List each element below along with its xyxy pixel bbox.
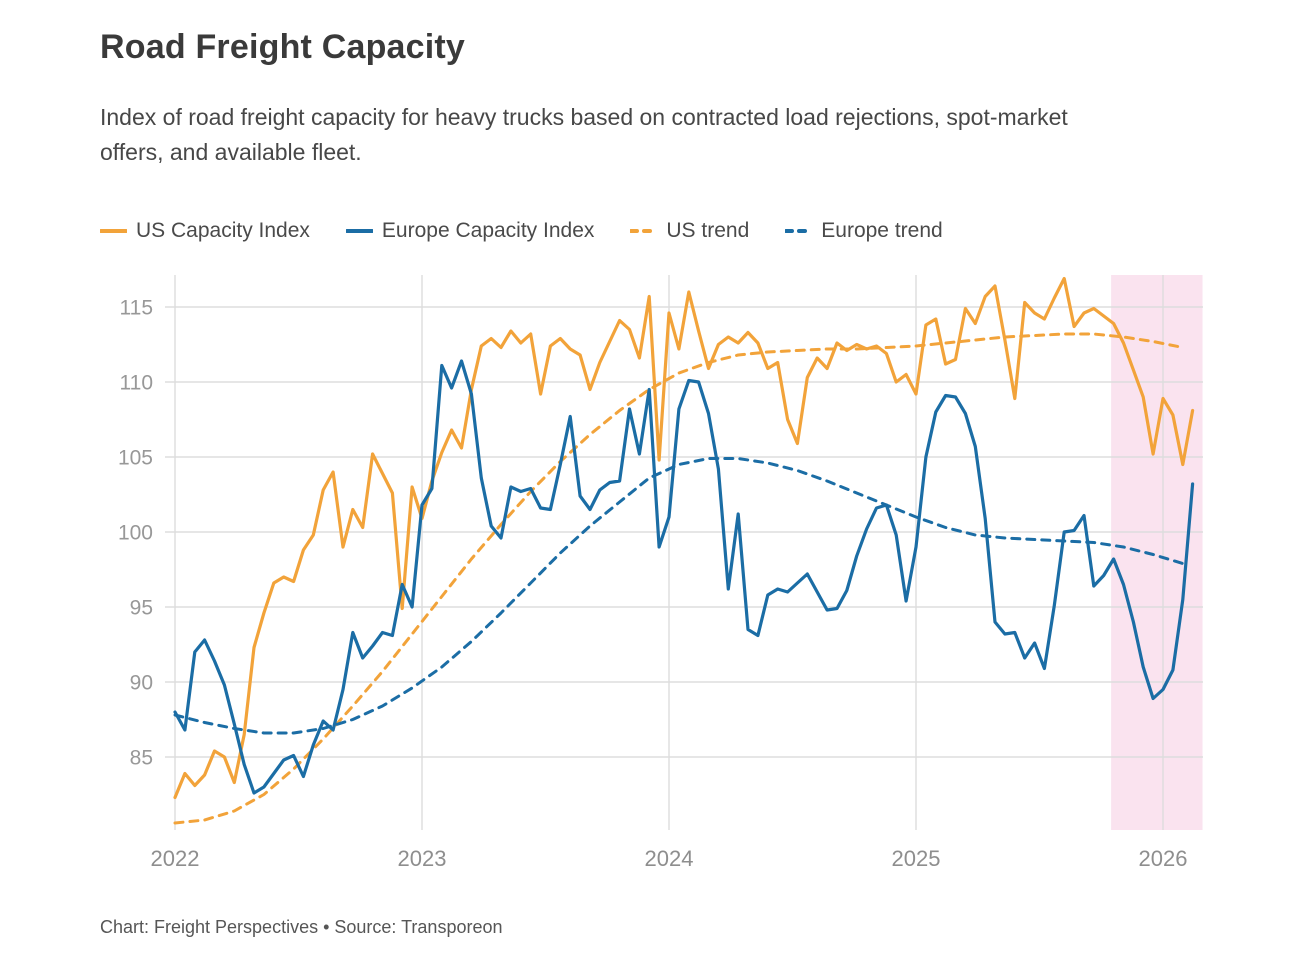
series-line-europe-capacity-index — [173, 359, 1195, 795]
x-axis-tick-label: 2022 — [151, 846, 200, 871]
y-axis-tick-label: 95 — [130, 597, 153, 620]
legend-label: US Capacity Index — [136, 219, 310, 242]
chart-legend: US Capacity Index Europe Capacity Index US… — [100, 219, 943, 243]
legend-label: Europe Capacity Index — [381, 219, 595, 242]
highlight-region — [1111, 275, 1203, 830]
legend-label: Europe trend — [821, 219, 943, 242]
x-axis-tick-label: 2024 — [645, 846, 694, 871]
legend-swatch-icon — [630, 229, 658, 233]
legend-item-europe-trend: Europe trend — [785, 219, 943, 243]
y-axis-tick-label: 85 — [130, 747, 153, 770]
series-line-us-capacity-index — [173, 276, 1195, 800]
y-axis-tick-label: 115 — [120, 297, 153, 320]
legend-item-europe-capacity-index: Europe Capacity Index — [345, 219, 595, 243]
legend-item-us-trend: US trend — [630, 219, 749, 243]
y-axis-tick-label: 100 — [118, 522, 153, 545]
y-axis-tick-label: 105 — [118, 447, 153, 470]
series-line-us-trend — [173, 332, 1185, 825]
source-note: Chart: Freight Perspectives • Source: Tr… — [100, 917, 503, 937]
page-title: Road Freight Capacity — [100, 28, 466, 66]
series-line-europe-trend — [173, 457, 1185, 735]
x-axis-tick-label: 2023 — [398, 846, 447, 871]
legend-swatch-icon — [785, 229, 813, 233]
chart-subtitle: Index of road freight capacity for heavy… — [100, 104, 1068, 165]
legend-swatch-icon — [100, 229, 127, 233]
y-axis-tick-label: 90 — [130, 672, 153, 695]
legend-swatch-icon — [345, 229, 373, 233]
legend-item-us-capacity-index: US Capacity Index — [100, 219, 310, 243]
y-axis-tick-label: 110 — [120, 372, 153, 395]
legend-label: US trend — [666, 219, 750, 242]
x-axis-tick-label: 2025 — [892, 846, 941, 871]
x-axis-tick-label: 2026 — [1139, 846, 1188, 871]
